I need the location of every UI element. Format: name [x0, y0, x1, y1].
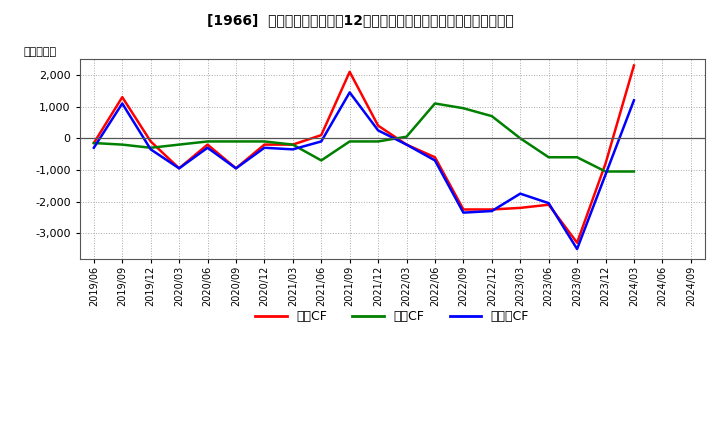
投資CF — [629, 169, 638, 174]
営業CF — [175, 166, 184, 171]
Text: （百万円）: （百万円） — [23, 47, 56, 57]
投資CF — [431, 101, 439, 106]
フリーCF — [544, 201, 553, 206]
営業CF — [203, 142, 212, 147]
投資CF — [516, 136, 525, 141]
投資CF — [118, 142, 127, 147]
営業CF — [317, 132, 325, 138]
投資CF — [459, 106, 468, 111]
投資CF — [346, 139, 354, 144]
営業CF — [573, 240, 582, 246]
営業CF — [260, 142, 269, 147]
投資CF — [175, 142, 184, 147]
フリーCF — [203, 145, 212, 150]
フリーCF — [175, 166, 184, 171]
投資CF — [203, 139, 212, 144]
フリーCF — [374, 128, 382, 133]
投資CF — [289, 142, 297, 147]
営業CF — [459, 207, 468, 212]
フリーCF — [402, 142, 411, 147]
営業CF — [544, 202, 553, 207]
営業CF — [346, 69, 354, 74]
投資CF — [601, 169, 610, 174]
営業CF — [89, 140, 98, 146]
フリーCF — [232, 166, 240, 171]
営業CF — [431, 154, 439, 160]
投資CF — [573, 154, 582, 160]
投資CF — [402, 134, 411, 139]
投資CF — [232, 139, 240, 144]
営業CF — [232, 166, 240, 171]
フリーCF — [629, 98, 638, 103]
フリーCF — [289, 147, 297, 152]
営業CF — [601, 161, 610, 166]
Text: [1966]  キャッシュフローの12か月移動合計の対前年同期増減額の推移: [1966] キャッシュフローの12か月移動合計の対前年同期増減額の推移 — [207, 13, 513, 27]
フリーCF — [431, 158, 439, 163]
フリーCF — [487, 209, 496, 214]
投資CF — [374, 139, 382, 144]
フリーCF — [146, 147, 155, 152]
フリーCF — [317, 139, 325, 144]
投資CF — [317, 158, 325, 163]
投資CF — [260, 139, 269, 144]
フリーCF — [459, 210, 468, 215]
フリーCF — [89, 145, 98, 150]
フリーCF — [260, 145, 269, 150]
Line: 営業CF: 営業CF — [94, 66, 634, 243]
フリーCF — [601, 172, 610, 177]
営業CF — [516, 205, 525, 210]
投資CF — [146, 145, 155, 150]
フリーCF — [516, 191, 525, 196]
Line: フリーCF: フリーCF — [94, 92, 634, 249]
営業CF — [487, 207, 496, 212]
投資CF — [89, 140, 98, 146]
営業CF — [629, 63, 638, 68]
営業CF — [146, 139, 155, 144]
投資CF — [544, 154, 553, 160]
Legend: 営業CF, 投資CF, フリーCF: 営業CF, 投資CF, フリーCF — [251, 305, 534, 328]
フリーCF — [118, 101, 127, 106]
フリーCF — [573, 246, 582, 252]
投資CF — [487, 114, 496, 119]
フリーCF — [346, 90, 354, 95]
Line: 投資CF: 投資CF — [94, 103, 634, 172]
営業CF — [289, 142, 297, 147]
営業CF — [374, 123, 382, 128]
営業CF — [118, 95, 127, 100]
営業CF — [402, 142, 411, 147]
